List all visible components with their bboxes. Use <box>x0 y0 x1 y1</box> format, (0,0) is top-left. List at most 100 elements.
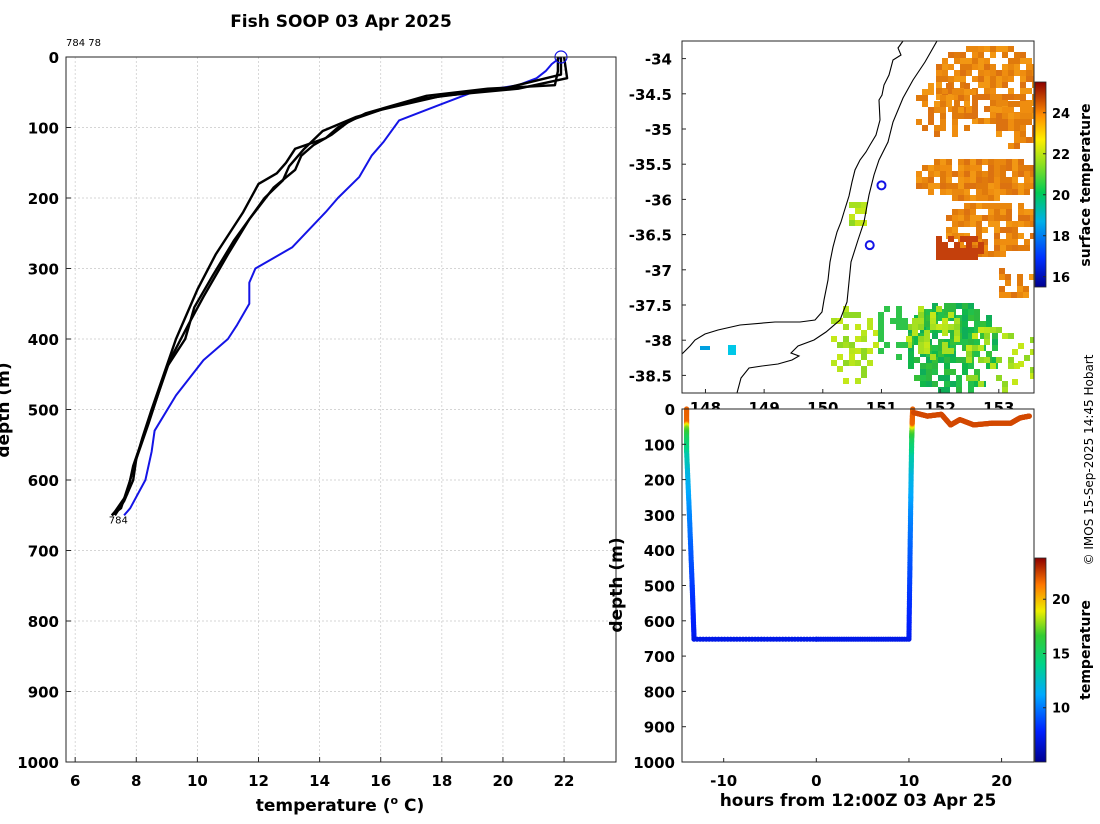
profile-plot-area <box>66 57 616 762</box>
sst-cell <box>1020 137 1026 143</box>
sst-cell <box>908 357 914 363</box>
sst-colorbar-ticks: 16 18 20 22 24 <box>1043 107 1070 286</box>
sst-cell <box>1018 343 1024 349</box>
sst-cell <box>970 209 976 215</box>
sst-cell <box>970 177 976 183</box>
sst-cell <box>942 342 948 348</box>
sst-cell <box>1014 64 1020 70</box>
sst-cell <box>966 236 972 242</box>
sst-cell <box>944 381 950 387</box>
sst-cell <box>1038 76 1044 82</box>
sst-cell <box>982 203 988 209</box>
sst-cell <box>1030 215 1034 221</box>
sst-cell <box>861 330 867 336</box>
sst-cell <box>966 64 972 70</box>
sst-cell <box>970 171 976 177</box>
sst-cell <box>1014 125 1020 131</box>
sst-cell <box>1018 233 1024 239</box>
sst-cell <box>922 177 928 183</box>
depth-tick-label: 200 <box>644 472 675 490</box>
sst-cell <box>970 159 976 165</box>
sst-cell <box>958 95 964 101</box>
hours-tick-label: 20 <box>991 772 1012 790</box>
sst-cell <box>982 159 988 165</box>
sst-cell <box>1012 189 1018 195</box>
sst-cell <box>1014 94 1020 100</box>
sst-cell <box>1018 215 1024 221</box>
y-tick-label: 500 <box>28 402 59 420</box>
sst-cell <box>1002 113 1008 119</box>
sst-cell <box>1026 113 1032 119</box>
sst-cell <box>918 336 924 342</box>
sst-cell <box>922 183 928 189</box>
sst-cell <box>976 171 982 177</box>
sst-cell <box>1006 177 1012 183</box>
sst-cell <box>1002 52 1008 58</box>
sst-cell <box>1024 171 1030 177</box>
sst-cell <box>855 202 861 208</box>
sst-cell <box>954 100 960 106</box>
sst-cell <box>1020 58 1026 64</box>
sst-cell <box>922 165 928 171</box>
sst-cell <box>936 324 942 330</box>
y-tick-label: 100 <box>28 120 59 138</box>
sst-cell <box>964 203 970 209</box>
sst-cell <box>918 348 924 354</box>
sst-cell <box>908 351 914 357</box>
sst-cell <box>990 118 996 124</box>
sst-cell <box>1008 143 1014 149</box>
sst-cell <box>700 346 710 350</box>
sst-cell <box>962 369 968 375</box>
sst-cell <box>940 107 946 113</box>
temperature-colorbar-tick: 20 <box>1052 593 1070 608</box>
sst-cell <box>960 52 966 58</box>
sst-cell <box>952 215 958 221</box>
temperature-colorbar <box>1034 557 1047 763</box>
sst-cell <box>940 165 946 171</box>
sst-cell <box>837 342 843 348</box>
sst-cell <box>984 106 990 112</box>
sst-cell <box>861 366 867 372</box>
sst-cell <box>837 318 843 324</box>
sst-cell <box>855 348 861 354</box>
sst-cell <box>1008 333 1014 339</box>
sst-cell <box>914 375 920 381</box>
depth-time-series <box>684 406 1032 642</box>
sst-cell <box>1020 131 1026 137</box>
sst-cell <box>849 342 855 348</box>
sst-cell <box>952 189 958 195</box>
sst-cell <box>1012 183 1018 189</box>
depth-time-ticks: 0 100 200 300 400 500 600 700 800 900 1000 -10 0 10 20 <box>633 401 1012 790</box>
sst-cell <box>966 345 972 351</box>
sst-cell <box>936 70 942 76</box>
sst-cell <box>1020 125 1026 131</box>
sst-cell <box>916 95 922 101</box>
sst-cell <box>878 330 884 336</box>
sst-cell <box>1018 221 1024 227</box>
sst-cell <box>1024 209 1030 215</box>
sst-cell <box>934 165 940 171</box>
sst-cell <box>974 339 980 345</box>
sst-cell <box>1008 125 1014 131</box>
sst-cell <box>954 94 960 100</box>
sst-cell <box>926 357 932 363</box>
sst-cell <box>956 381 962 387</box>
sst-cell <box>958 89 964 95</box>
sst-cell <box>954 76 960 82</box>
profile-ticks: 6 8 10 12 14 16 18 20 22 0 100 200 300 400 500 600 700 80… <box>17 49 574 790</box>
sst-cell <box>952 107 958 113</box>
bottom-annotation: 784 <box>109 515 128 526</box>
sst-cell <box>1020 70 1026 76</box>
sst-cell <box>952 89 958 95</box>
sst-cell <box>934 171 940 177</box>
sst-cell <box>968 309 974 315</box>
sst-cell <box>938 339 944 345</box>
sst-cell <box>849 202 855 208</box>
sst-cell <box>861 348 867 354</box>
sst-cell <box>994 215 1000 221</box>
sst-cell <box>932 363 938 369</box>
sst-cell <box>936 94 942 100</box>
sst-cell <box>972 46 978 52</box>
sst-cell <box>1002 125 1008 131</box>
sst-cell <box>964 113 970 119</box>
